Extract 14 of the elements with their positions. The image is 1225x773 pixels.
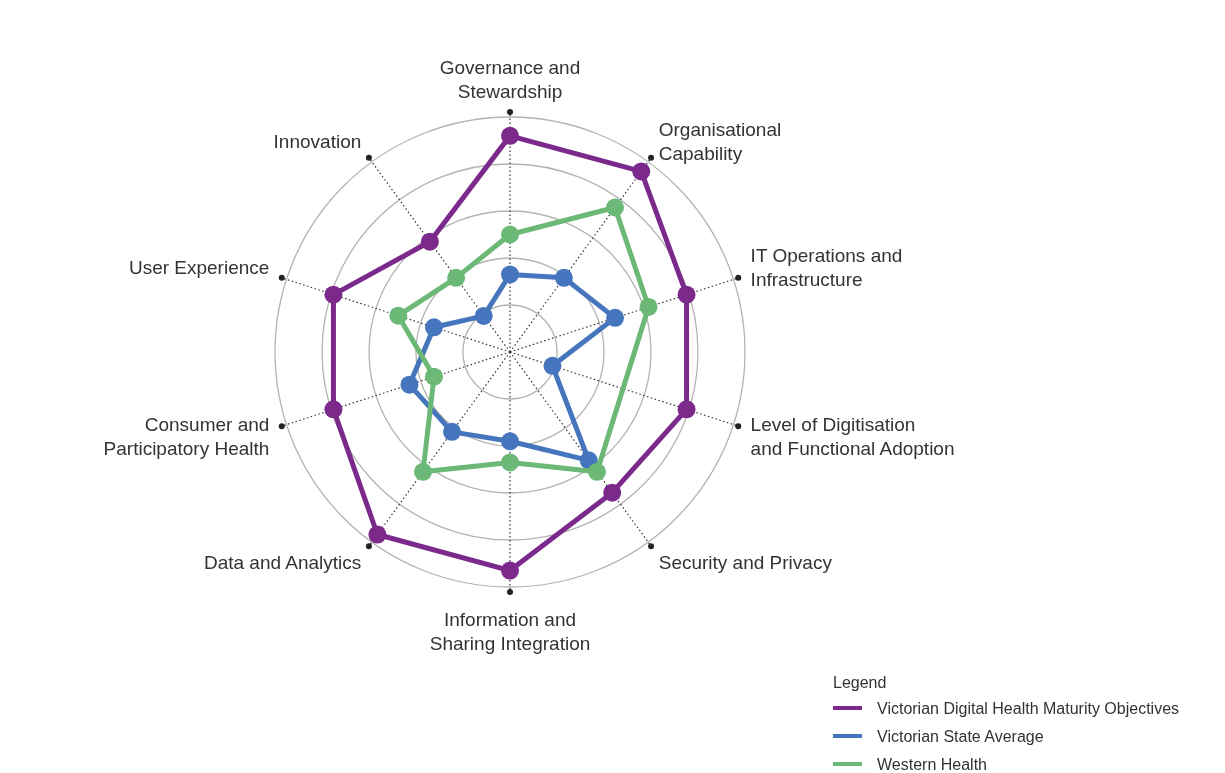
spoke-label: Governance and Stewardship [439, 56, 581, 102]
spoke-label: User Experience [128, 257, 270, 279]
legend-title: Legend [833, 673, 887, 691]
spoke-label: Information and Sharing Integration [429, 608, 591, 654]
spoke-label: IT Operations and Infrastructure [750, 245, 903, 291]
spoke-label: Innovation [273, 130, 362, 152]
spoke-label: Organisational Capability [658, 118, 782, 164]
legend-label: Victorian Digital Health Maturity Objectives [877, 699, 1180, 717]
legend-label: Victorian State Average [877, 727, 1044, 745]
spoke-label: Data and Analytics [203, 552, 362, 574]
spoke-label: Level of Digitisation and Functional Adoption [750, 413, 955, 459]
spoke-label: Consumer and Participatory Health [103, 413, 270, 459]
spoke-label: Security and Privacy [658, 552, 833, 574]
legend-label: Western Health [877, 755, 987, 773]
